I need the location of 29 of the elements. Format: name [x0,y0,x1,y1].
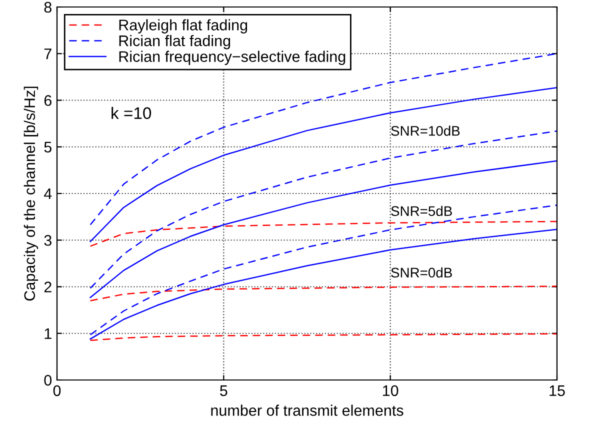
y-tick-label: 5 [44,142,52,153]
line-series [90,286,557,302]
x-tick-label: 15 [550,385,565,396]
line-series [90,333,557,341]
x-tick-label: 5 [220,385,228,396]
y-tick-label: 0 [44,374,52,386]
y-tick-label: 3 [44,234,52,246]
line-series [90,228,557,340]
line-series [90,87,557,242]
legend-label: Rayleigh flat fading [119,19,248,34]
line-series [90,160,557,298]
annotation: SNR=10dB [391,126,460,136]
x-tick-label: 0 [53,385,61,396]
y-tick-label: 7 [44,48,52,60]
y-tick-label: 6 [44,95,52,106]
y-axis-title: Capacity of the channel [b/s/Hz] [24,86,38,301]
x-axis-title: number of transmit elements [211,404,404,416]
y-tick-label: 8 [44,2,52,13]
x-tick-label: 10 [383,385,398,396]
line-series [90,204,557,336]
y-tick-label: 1 [44,328,52,339]
y-tick-label: 2 [44,282,52,292]
legend-label: Rician flat fading [119,34,230,50]
legend-label: Rician frequency−selective fading [119,50,346,66]
line-series [90,220,557,247]
annotation: SNR=0dB [391,267,452,278]
annotation: SNR=5dB [391,206,452,216]
y-tick-label: 4 [44,188,52,200]
annotation: k =10 [112,106,152,120]
